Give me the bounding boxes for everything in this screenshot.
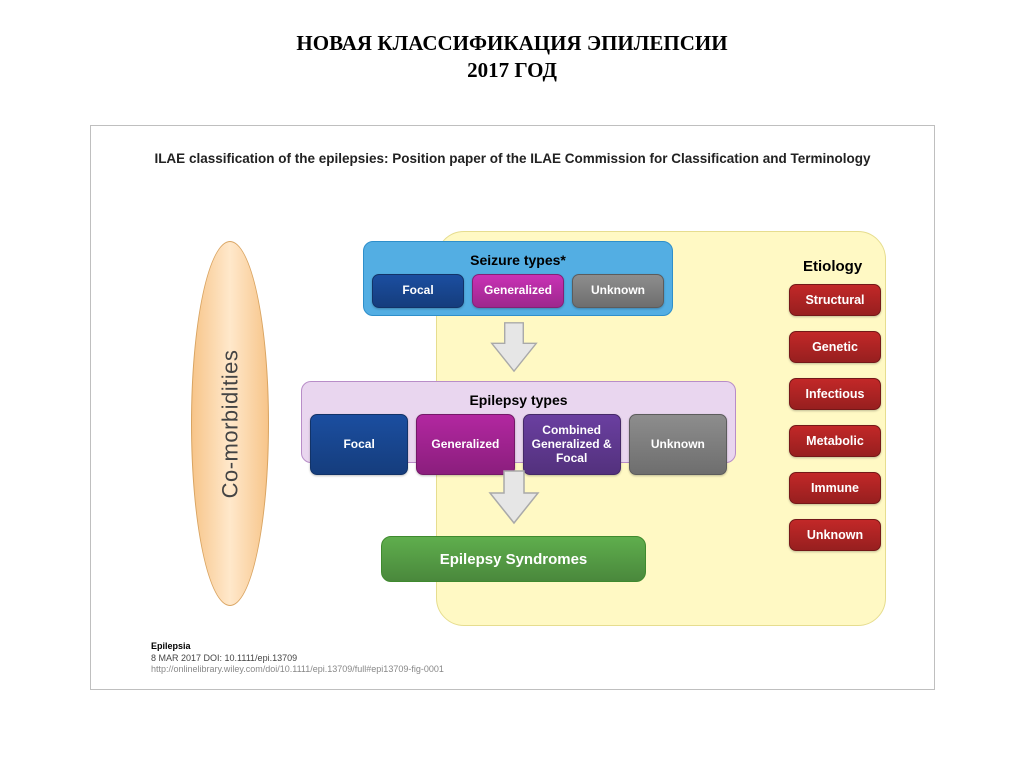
etiology-item-genetic: Genetic [789, 331, 881, 363]
citation-journal: Epilepsia [151, 641, 191, 651]
comorbidities-ellipse: Co-morbidities [191, 241, 269, 606]
citation-date-doi: 8 MAR 2017 DOI: 10.1111/epi.13709 [151, 653, 297, 663]
seizure-chip-focal: Focal [372, 274, 464, 308]
etiology-item-immune: Immune [789, 472, 881, 504]
citation: Epilepsia 8 MAR 2017 DOI: 10.1111/epi.13… [151, 641, 444, 676]
epilepsy-chip-focal: Focal [310, 414, 408, 475]
diagram-frame: ILAE classification of the epilepsies: P… [90, 125, 935, 690]
arrow-seizure-to-epilepsy [486, 321, 542, 373]
citation-link: http://onlinelibrary.wiley.com/doi/10.11… [151, 664, 444, 674]
diagram-canvas: Co-morbidities Seizure types* FocalGener… [91, 126, 934, 689]
seizure-chip-generalized: Generalized [472, 274, 564, 308]
epilepsy-chip-unknown: Unknown [629, 414, 727, 475]
arrow-epilepsy-to-syndromes [486, 469, 542, 525]
seizure-chips-row: FocalGeneralizedUnknown [372, 274, 664, 308]
etiology-title: Etiology [803, 258, 862, 275]
slide-title: НОВАЯ КЛАССИФИКАЦИЯ ЭПИЛЕПСИИ 2017 ГОД [0, 0, 1024, 85]
slide-title-line2: 2017 ГОД [467, 58, 557, 82]
comorbidities-label: Co-morbidities [217, 349, 243, 498]
seizure-chip-unknown: Unknown [572, 274, 664, 308]
seizure-types-panel: Seizure types* FocalGeneralizedUnknown [363, 241, 673, 316]
slide-title-line1: НОВАЯ КЛАССИФИКАЦИЯ ЭПИЛЕПСИИ [296, 31, 727, 55]
etiology-item-infectious: Infectious [789, 378, 881, 410]
seizure-types-title: Seizure types* [372, 248, 664, 274]
etiology-item-metabolic: Metabolic [789, 425, 881, 457]
epilepsy-syndromes-label: Epilepsy Syndromes [440, 551, 588, 568]
etiology-item-structural: Structural [789, 284, 881, 316]
epilepsy-chip-combined-generalized-focal: Combined Generalized & Focal [523, 414, 621, 475]
epilepsy-chips-row: FocalGeneralizedCombined Generalized & F… [310, 414, 727, 475]
epilepsy-syndromes-box: Epilepsy Syndromes [381, 536, 646, 582]
epilepsy-types-panel: Epilepsy types FocalGeneralizedCombined … [301, 381, 736, 463]
epilepsy-chip-generalized: Generalized [416, 414, 514, 475]
epilepsy-types-title: Epilepsy types [310, 388, 727, 414]
etiology-item-unknown: Unknown [789, 519, 881, 551]
